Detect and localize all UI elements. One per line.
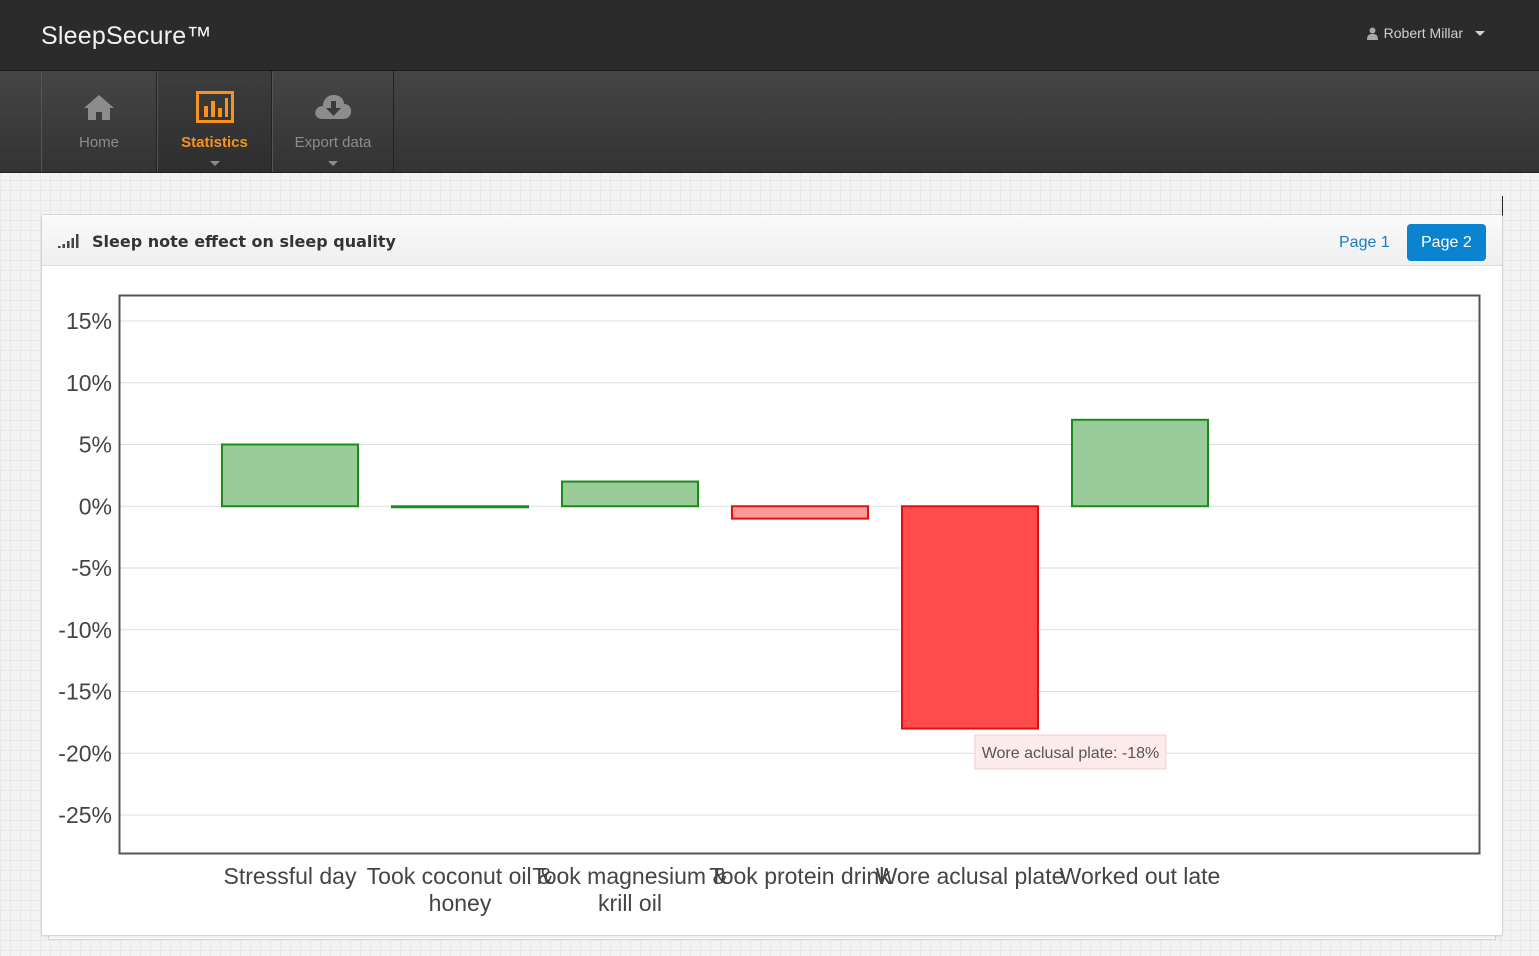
bar-chart-icon bbox=[195, 91, 234, 123]
chevron-down-icon bbox=[1475, 30, 1485, 36]
page-2-button[interactable]: Page 2 bbox=[1407, 224, 1486, 261]
nav-item-home[interactable]: Home bbox=[41, 71, 157, 172]
text-cursor bbox=[1502, 196, 1503, 218]
cloud-download-icon bbox=[313, 91, 353, 123]
signal-icon bbox=[58, 234, 79, 248]
bar-worked-out-late[interactable] bbox=[1071, 418, 1209, 508]
top-bar: SleepSecure™ Robert Millar bbox=[0, 0, 1539, 71]
page-1-button[interactable]: Page 1 bbox=[1339, 234, 1390, 251]
bar-took-protein-drink[interactable] bbox=[731, 505, 869, 520]
main-nav: Home Statistics Export data bbox=[0, 71, 1539, 173]
brand-logo[interactable]: SleepSecure™ bbox=[41, 22, 212, 50]
chevron-down-icon bbox=[209, 161, 220, 166]
panel-header: Sleep note effect on sleep quality Page … bbox=[42, 215, 1502, 266]
sleep-note-panel: Sleep note effect on sleep quality Page … bbox=[41, 214, 1503, 936]
nav-label-home: Home bbox=[78, 134, 119, 151]
nav-item-statistics[interactable]: Statistics bbox=[157, 71, 272, 172]
user-name: Robert Millar bbox=[1383, 25, 1463, 41]
user-icon bbox=[1366, 27, 1378, 40]
nav-label-statistics: Statistics bbox=[181, 134, 248, 151]
chevron-down-icon bbox=[328, 161, 338, 166]
bar-took-magnesium-krill-oil[interactable] bbox=[561, 480, 699, 508]
bar-took-coconut-oil-honey[interactable] bbox=[391, 505, 529, 509]
home-icon bbox=[82, 91, 116, 123]
nav-label-export-data: Export data bbox=[294, 134, 372, 151]
bar-wore-aclusal-plate[interactable] bbox=[901, 505, 1039, 730]
user-menu[interactable]: Robert Millar bbox=[1366, 25, 1485, 41]
panel-title: Sleep note effect on sleep quality bbox=[92, 232, 396, 251]
panel-footer-edge bbox=[48, 936, 1496, 940]
bar-stressful-day[interactable] bbox=[221, 443, 359, 508]
nav-item-export-data[interactable]: Export data bbox=[272, 71, 394, 172]
